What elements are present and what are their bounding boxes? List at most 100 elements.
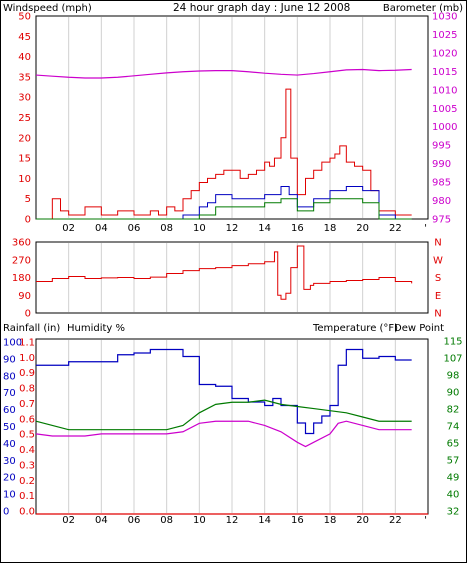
rainfall-tick-label: 0.5 xyxy=(19,430,35,441)
x-end-marker: ' xyxy=(424,515,427,526)
x-tick-label: 16 xyxy=(291,515,304,526)
x-tick-label: 12 xyxy=(226,515,239,526)
x-tick-label: 18 xyxy=(324,223,337,234)
rainfall-tick-label: 0.2 xyxy=(19,476,35,487)
direction-tick-label: 0 xyxy=(25,309,31,320)
compass-tick-label: N xyxy=(434,238,441,249)
x-tick-label: 08 xyxy=(160,223,173,234)
series-line-wind-direction xyxy=(36,245,413,300)
x-tick-label: 06 xyxy=(128,515,141,526)
windspeed-tick-label: 45 xyxy=(18,32,31,43)
x-tick-label: 10 xyxy=(193,223,206,234)
dewpoint-axis-label: Dew Point xyxy=(394,323,444,334)
rainfall-tick-label: 0.8 xyxy=(19,384,35,395)
page-title: 24 hour graph day : June 12 2008 xyxy=(173,2,350,14)
humidity-tick-label: 20 xyxy=(3,473,16,484)
x-tick-label: 14 xyxy=(258,223,271,234)
rainfall-tick-label: 0.3 xyxy=(19,460,35,471)
x-tick-label: 04 xyxy=(95,515,108,526)
humidity-tick-label: 0 xyxy=(3,507,9,518)
windspeed-tick-label: 20 xyxy=(18,133,31,144)
barometer-tick-label: 1000 xyxy=(432,122,457,133)
barometer-tick-label: 1010 xyxy=(432,85,457,96)
series-line-barometer-mb- xyxy=(35,68,412,79)
barometer-tick-label: 975 xyxy=(432,215,451,226)
x-tick-label: 18 xyxy=(324,515,337,526)
barometer-tick-label: 1025 xyxy=(432,30,457,41)
series-line-temperature-f- xyxy=(35,399,412,431)
x-tick-label: 16 xyxy=(291,223,304,234)
x-tick-label: 06 xyxy=(128,223,141,234)
humidity-tick-label: 40 xyxy=(3,439,16,450)
windspeed-tick-label: 0 xyxy=(25,215,31,226)
compass-tick-label: E xyxy=(435,291,441,302)
barometer-tick-label: 1030 xyxy=(432,12,457,23)
series-line-windspeed-mph- xyxy=(36,88,412,220)
direction-tick-label: 180 xyxy=(12,273,31,284)
series-line-windspeed-avg xyxy=(36,186,412,220)
rainfall-tick-label: 0.1 xyxy=(19,491,35,502)
x-tick-label: 20 xyxy=(356,515,369,526)
humidity-tick-label: 10 xyxy=(3,490,16,501)
barometer-tick-label: 980 xyxy=(432,196,451,207)
humidity-tick-label: 30 xyxy=(3,456,16,467)
direction-tick-label: 90 xyxy=(18,291,31,302)
direction-panel xyxy=(35,241,429,314)
windspeed-tick-label: 15 xyxy=(18,154,31,165)
temperature-tick-label: 65 xyxy=(447,439,460,450)
windspeed-tick-label: 35 xyxy=(18,72,31,83)
humidity-tick-label: 60 xyxy=(3,405,16,416)
temperature-tick-label: 49 xyxy=(447,473,460,484)
windspeed-tick-label: 5 xyxy=(25,194,31,205)
humidity-axis-label: Humidity % xyxy=(67,323,125,334)
temperature-tick-label: 98 xyxy=(447,371,460,382)
temperature-tick-label: 32 xyxy=(447,507,460,518)
x-end-marker: ' xyxy=(424,223,427,234)
humidity-tick-label: 100 xyxy=(3,338,22,349)
humidity-tick-label: 80 xyxy=(3,371,16,382)
temperature-tick-label: 57 xyxy=(447,456,460,467)
barometer-tick-label: 990 xyxy=(432,159,451,170)
x-tick-label: 10 xyxy=(193,515,206,526)
barometer-tick-label: 995 xyxy=(432,141,451,152)
barometer-tick-label: 1020 xyxy=(432,48,457,59)
rainfall-tick-label: 0.4 xyxy=(19,445,35,456)
temperature-tick-label: 107 xyxy=(443,354,462,365)
x-tick-label: 14 xyxy=(258,515,271,526)
series-line-dew-point xyxy=(35,420,412,448)
barometer-tick-label: 985 xyxy=(432,178,451,189)
rainfall-tick-label: 0.7 xyxy=(19,399,35,410)
direction-tick-label: 360 xyxy=(12,238,31,249)
x-tick-label: 02 xyxy=(62,515,75,526)
barometer-tick-label: 1015 xyxy=(432,67,457,78)
windspeed-tick-label: 30 xyxy=(18,93,31,104)
x-tick-label: 20 xyxy=(356,223,369,234)
windspeed-tick-label: 10 xyxy=(18,174,31,185)
windspeed-tick-label: 40 xyxy=(18,52,31,63)
barometer-tick-label: 1005 xyxy=(432,104,457,115)
temperature-tick-label: 40 xyxy=(447,490,460,501)
humidity-tick-label: 70 xyxy=(3,388,16,399)
x-tick-label: 12 xyxy=(226,223,239,234)
temperature-tick-label: 115 xyxy=(443,337,462,348)
x-tick-label: 02 xyxy=(62,223,75,234)
rainfall-axis-label: Rainfall (in) xyxy=(3,323,60,334)
x-tick-label: 22 xyxy=(389,515,402,526)
rainfall-tick-label: 0.6 xyxy=(19,414,35,425)
temperature-tick-label: 90 xyxy=(447,388,460,399)
humidity-tick-label: 50 xyxy=(3,422,16,433)
rainfall-tick-label: 0.9 xyxy=(19,368,35,379)
rainfall-tick-label: 1.0 xyxy=(19,353,35,364)
direction-tick-label: 270 xyxy=(12,255,31,266)
barometer-axis-label: Barometer (mb) xyxy=(383,3,463,14)
temperature-tick-label: 74 xyxy=(447,422,460,433)
wind-panel xyxy=(35,15,429,220)
compass-tick-label: W xyxy=(433,255,443,266)
windspeed-tick-label: 50 xyxy=(18,12,31,23)
series-line-gust xyxy=(36,198,412,220)
rainfall-tick-label: 1.1 xyxy=(19,338,35,349)
temperature-tick-label: 82 xyxy=(447,405,460,416)
x-tick-label: 08 xyxy=(160,515,173,526)
